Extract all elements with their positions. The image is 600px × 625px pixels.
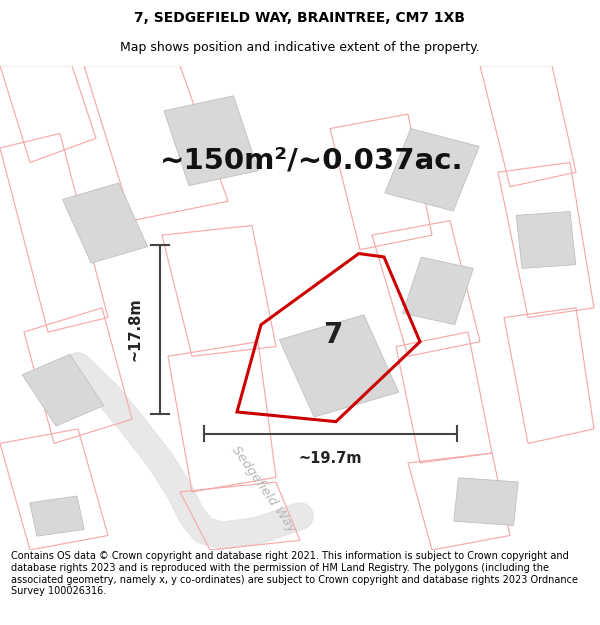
Text: Contains OS data © Crown copyright and database right 2021. This information is : Contains OS data © Crown copyright and d…	[11, 551, 578, 596]
Polygon shape	[454, 478, 518, 526]
Polygon shape	[516, 211, 576, 269]
Text: Sedgefield Way: Sedgefield Way	[229, 444, 299, 535]
Text: 7: 7	[323, 321, 343, 349]
Polygon shape	[403, 257, 473, 324]
Polygon shape	[279, 315, 399, 417]
Text: ~150m²/~0.037ac.: ~150m²/~0.037ac.	[160, 146, 464, 174]
Text: ~19.7m: ~19.7m	[299, 451, 362, 466]
Polygon shape	[164, 96, 259, 186]
Polygon shape	[22, 354, 104, 426]
Polygon shape	[62, 183, 148, 263]
Text: Map shows position and indicative extent of the property.: Map shows position and indicative extent…	[120, 41, 480, 54]
Text: ~17.8m: ~17.8m	[128, 298, 143, 361]
Polygon shape	[385, 129, 479, 211]
Text: 7, SEDGEFIELD WAY, BRAINTREE, CM7 1XB: 7, SEDGEFIELD WAY, BRAINTREE, CM7 1XB	[134, 11, 466, 25]
Polygon shape	[30, 496, 84, 536]
